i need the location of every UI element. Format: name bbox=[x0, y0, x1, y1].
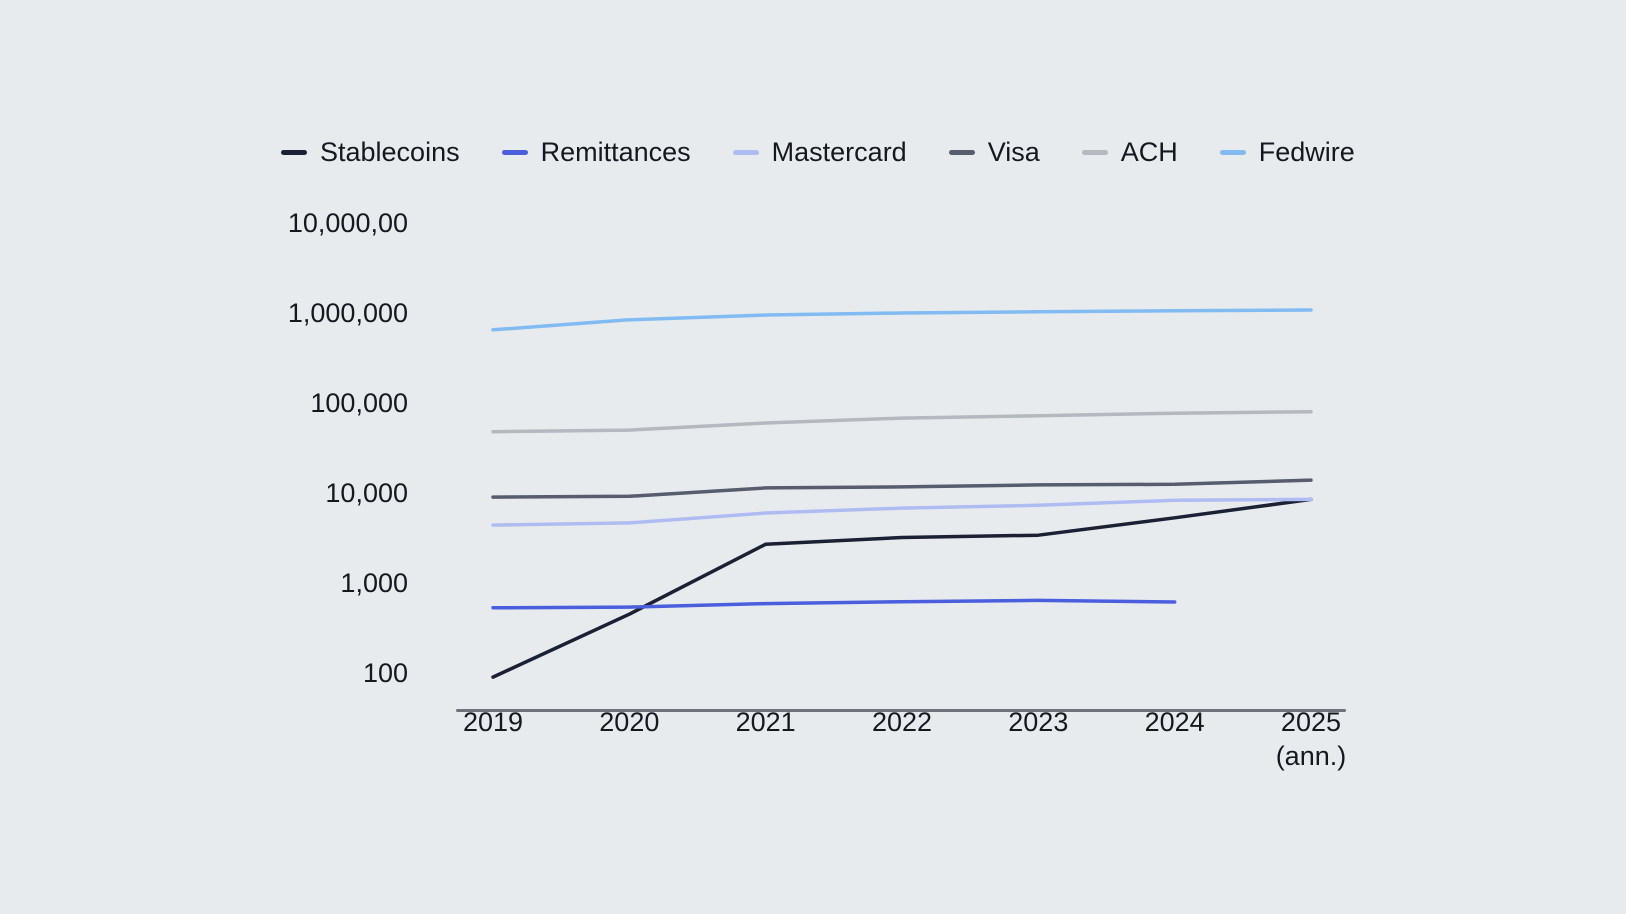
series-line-stablecoins bbox=[491, 497, 1313, 679]
series-line-fedwire bbox=[491, 308, 1313, 332]
mastercard-swatch-icon bbox=[732, 149, 759, 155]
x-axis-tick-2021: 2021 bbox=[696, 705, 836, 739]
x-tick-label: 2022 bbox=[871, 707, 933, 737]
stablecoins-swatch-icon bbox=[281, 149, 307, 155]
legend-item-fedwire: Fedwire bbox=[1219, 136, 1355, 168]
x-axis-tick-2025-annualized: 2025 (ann.) bbox=[1241, 705, 1381, 773]
x-axis-line bbox=[456, 709, 1346, 712]
x-tick-label: 2024 bbox=[1144, 707, 1205, 737]
series-line-ach bbox=[491, 409, 1313, 434]
x-tick-label: 2020 bbox=[599, 707, 660, 737]
legend-label-stablecoins: Stablecoins bbox=[320, 136, 460, 167]
legend-item-stablecoins: Stablecoins bbox=[281, 137, 460, 168]
legend-item-remittances: Remittances bbox=[501, 136, 691, 168]
x-axis-tick-2020: 2020 bbox=[559, 705, 699, 739]
legend-label-ach: ACH bbox=[1120, 136, 1178, 167]
x-axis-tick-2024: 2024 bbox=[1105, 705, 1245, 739]
x-tick-label: 2019 bbox=[462, 707, 524, 737]
x-tick-label: 2025 bbox=[1280, 707, 1341, 737]
x-tick-label: 2023 bbox=[1008, 707, 1069, 737]
remittances-swatch-icon bbox=[501, 149, 528, 155]
x-axis-tick-2019: 2019 bbox=[423, 705, 563, 739]
x-tick-label: 2021 bbox=[735, 707, 796, 737]
legend-label-remittances: Remittances bbox=[540, 136, 691, 167]
ach-swatch-icon bbox=[1081, 149, 1108, 155]
series-line-visa bbox=[491, 478, 1313, 499]
legend-item-ach: ACH bbox=[1081, 136, 1178, 168]
visa-swatch-icon bbox=[948, 149, 975, 155]
legend-label-fedwire: Fedwire bbox=[1258, 136, 1355, 167]
legend-item-visa: Visa bbox=[948, 136, 1040, 168]
series-line-remittances bbox=[491, 598, 1177, 610]
y-axis-tick-100000: 100,000 bbox=[310, 388, 408, 418]
y-axis-tick-1000: 1,000 bbox=[340, 568, 408, 598]
y-axis-tick-10000: 10,000 bbox=[325, 478, 408, 508]
y-axis-tick-10000000: 10,000,00 bbox=[287, 208, 408, 238]
x-axis-tick-2023: 2023 bbox=[968, 705, 1108, 739]
x-axis-tick-2022: 2022 bbox=[832, 705, 972, 739]
legend-item-mastercard: Mastercard bbox=[732, 136, 907, 168]
fedwire-swatch-icon bbox=[1219, 149, 1246, 155]
y-axis-tick-1000000: 1,000,000 bbox=[287, 298, 408, 328]
legend: Stablecoins Remittances Mastercard Visa … bbox=[281, 137, 1355, 167]
legend-label-mastercard: Mastercard bbox=[771, 136, 907, 167]
y-axis-tick-100: 100 bbox=[362, 658, 408, 688]
series-line-mastercard bbox=[491, 497, 1313, 527]
legend-label-visa: Visa bbox=[987, 136, 1040, 167]
x-tick-annotation: (ann.) bbox=[1275, 741, 1347, 771]
